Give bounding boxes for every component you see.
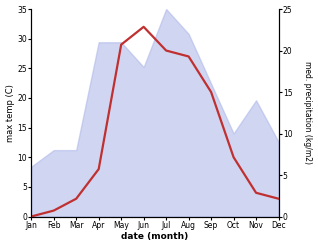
X-axis label: date (month): date (month) [121,232,189,242]
Y-axis label: med. precipitation (kg/m2): med. precipitation (kg/m2) [303,61,313,164]
Y-axis label: max temp (C): max temp (C) [5,84,15,142]
